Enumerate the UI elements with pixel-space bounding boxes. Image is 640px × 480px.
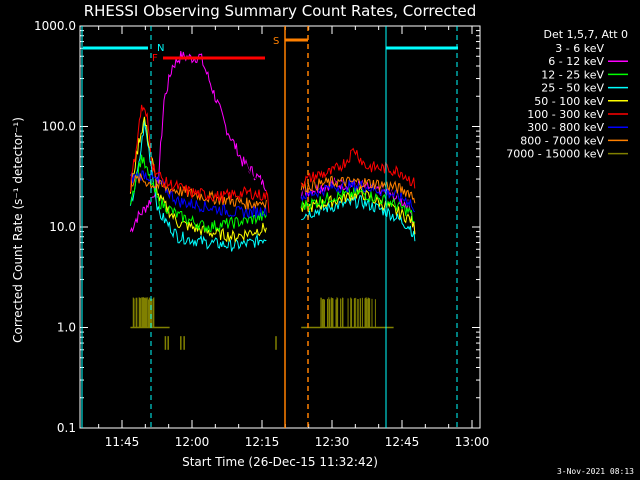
x-tick-label: 11:45 xyxy=(105,435,140,449)
y-tick-label: 1000.0 xyxy=(34,19,76,33)
y-tick-label: 1.0 xyxy=(57,321,76,335)
overlay-markers: NF S xyxy=(81,26,458,428)
y-tick-label: 100.0 xyxy=(42,120,76,134)
y-tick-label: 0.1 xyxy=(57,421,76,435)
x-tick-label: 12:45 xyxy=(385,435,420,449)
x-tick-labels: 11:45 12:00 12:15 12:30 12:45 13:00 xyxy=(105,435,490,449)
annotation-label: S xyxy=(273,36,279,47)
legend-entry: 800 - 7000 keV xyxy=(520,134,604,147)
series-line xyxy=(301,194,416,242)
y-axis-label: Corrected Count Rate (s⁻¹ detector⁻¹) xyxy=(11,117,25,343)
plot-frame xyxy=(79,25,481,429)
annotation-label: F xyxy=(152,53,158,64)
y-tick-label: 10.0 xyxy=(49,220,76,234)
series-line xyxy=(300,187,416,223)
axis-ticks xyxy=(80,25,480,429)
x-tick-label: 12:30 xyxy=(315,435,350,449)
legend-entry: 50 - 100 keV xyxy=(534,95,604,108)
x-tick-label: 12:00 xyxy=(175,435,210,449)
series-line xyxy=(129,91,267,221)
x-axis-label: Start Time (26-Dec-15 11:32:42) xyxy=(182,455,378,469)
legend-entry: 3 - 6 keV xyxy=(555,42,604,55)
legend-entry: 7000 - 15000 keV xyxy=(506,148,604,161)
x-tick-label: 12:15 xyxy=(245,435,280,449)
legend-entry: 300 - 800 keV xyxy=(527,121,604,134)
y-tick-labels: 1000.0 100.0 10.0 1.0 0.1 xyxy=(34,19,76,435)
legend-entry: 100 - 300 keV xyxy=(527,108,604,121)
legend-entry: 6 - 12 keV xyxy=(548,55,604,68)
x-tick-label: 13:00 xyxy=(455,435,490,449)
series-line xyxy=(300,147,416,189)
legend-entry: 12 - 25 keV xyxy=(541,68,604,81)
chart-title: RHESSI Observing Summary Count Rates, Co… xyxy=(83,2,477,20)
series-line xyxy=(129,104,270,213)
series-lines xyxy=(129,51,416,350)
series-line xyxy=(300,175,416,204)
series-line xyxy=(129,170,267,219)
legend-title: Det 1,5,7, Att 0 xyxy=(544,28,628,41)
annotation-label: N xyxy=(157,43,164,54)
timestamp: 3-Nov-2021 08:13 xyxy=(556,467,634,476)
legend-entry: 25 - 50 keV xyxy=(541,82,604,95)
